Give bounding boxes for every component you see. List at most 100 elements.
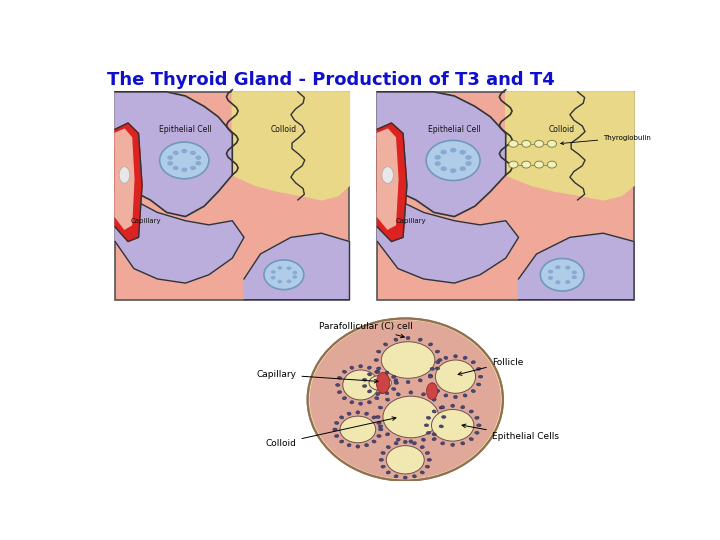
Ellipse shape: [441, 406, 445, 409]
Bar: [115, 92, 349, 300]
Ellipse shape: [378, 406, 382, 409]
Ellipse shape: [343, 370, 379, 400]
Ellipse shape: [381, 465, 385, 468]
Ellipse shape: [469, 437, 473, 441]
Ellipse shape: [367, 366, 372, 369]
Ellipse shape: [392, 375, 396, 379]
Text: The Thyroid Gland - Production of T3 and T4: The Thyroid Gland - Production of T3 and…: [107, 71, 554, 89]
Ellipse shape: [477, 424, 481, 427]
Ellipse shape: [377, 373, 390, 393]
Circle shape: [521, 161, 531, 168]
Text: Thyroglobulin: Thyroglobulin: [561, 134, 651, 145]
Circle shape: [287, 280, 292, 283]
Ellipse shape: [474, 416, 479, 419]
Ellipse shape: [394, 381, 399, 384]
Polygon shape: [377, 123, 407, 241]
Ellipse shape: [342, 370, 346, 373]
Ellipse shape: [461, 442, 464, 445]
Ellipse shape: [409, 440, 413, 443]
Bar: [377, 92, 634, 300]
Ellipse shape: [385, 371, 389, 374]
Circle shape: [441, 150, 447, 154]
Ellipse shape: [310, 320, 501, 479]
Ellipse shape: [444, 394, 448, 397]
Ellipse shape: [413, 442, 416, 445]
Circle shape: [459, 166, 466, 171]
Ellipse shape: [418, 379, 422, 382]
Ellipse shape: [356, 445, 360, 448]
Ellipse shape: [385, 398, 390, 401]
Ellipse shape: [394, 442, 398, 445]
Ellipse shape: [374, 370, 379, 373]
Ellipse shape: [384, 374, 387, 377]
Ellipse shape: [392, 387, 396, 390]
Ellipse shape: [406, 380, 410, 384]
Ellipse shape: [385, 433, 390, 436]
Circle shape: [555, 265, 560, 269]
Ellipse shape: [431, 409, 474, 441]
Ellipse shape: [418, 338, 422, 341]
Polygon shape: [505, 92, 634, 200]
Ellipse shape: [379, 458, 384, 461]
Ellipse shape: [372, 440, 376, 443]
Ellipse shape: [471, 361, 475, 364]
Ellipse shape: [376, 370, 380, 374]
Ellipse shape: [439, 425, 444, 428]
Ellipse shape: [387, 446, 424, 474]
Ellipse shape: [350, 366, 354, 369]
Circle shape: [434, 155, 441, 160]
Text: Capillary: Capillary: [395, 218, 426, 224]
Ellipse shape: [451, 404, 454, 407]
Ellipse shape: [377, 435, 381, 437]
Ellipse shape: [340, 416, 343, 419]
Ellipse shape: [428, 375, 433, 378]
Ellipse shape: [364, 412, 369, 415]
Circle shape: [547, 140, 557, 147]
Ellipse shape: [307, 319, 503, 481]
Ellipse shape: [471, 389, 475, 393]
Polygon shape: [115, 92, 233, 217]
Ellipse shape: [436, 360, 476, 393]
Ellipse shape: [337, 376, 342, 379]
Circle shape: [287, 266, 292, 270]
Ellipse shape: [335, 421, 339, 424]
Circle shape: [167, 161, 174, 166]
Ellipse shape: [374, 359, 379, 361]
Circle shape: [173, 166, 179, 170]
Ellipse shape: [406, 336, 410, 340]
Ellipse shape: [403, 476, 408, 480]
Circle shape: [541, 259, 584, 291]
Ellipse shape: [444, 356, 448, 360]
Ellipse shape: [377, 350, 381, 353]
Circle shape: [572, 275, 577, 279]
Ellipse shape: [426, 451, 430, 455]
Polygon shape: [115, 192, 244, 283]
Circle shape: [521, 140, 531, 147]
Circle shape: [292, 275, 297, 279]
Ellipse shape: [451, 443, 454, 447]
Circle shape: [271, 270, 276, 274]
Circle shape: [465, 161, 472, 166]
Ellipse shape: [432, 437, 436, 441]
Circle shape: [565, 280, 570, 284]
Circle shape: [167, 156, 174, 160]
Circle shape: [264, 260, 304, 289]
Ellipse shape: [379, 390, 384, 394]
Circle shape: [555, 280, 560, 284]
Ellipse shape: [461, 406, 464, 409]
Ellipse shape: [367, 390, 372, 393]
Ellipse shape: [478, 375, 483, 378]
Ellipse shape: [426, 416, 431, 419]
Ellipse shape: [394, 475, 398, 478]
Ellipse shape: [420, 471, 424, 474]
Ellipse shape: [342, 397, 346, 400]
Ellipse shape: [356, 411, 360, 414]
Circle shape: [565, 266, 570, 269]
Circle shape: [465, 155, 472, 160]
Ellipse shape: [441, 415, 446, 418]
Polygon shape: [377, 92, 505, 217]
Circle shape: [459, 150, 466, 154]
Text: Epithelial Cell: Epithelial Cell: [159, 125, 212, 134]
Ellipse shape: [379, 428, 383, 431]
Text: Capillary: Capillary: [130, 218, 161, 224]
